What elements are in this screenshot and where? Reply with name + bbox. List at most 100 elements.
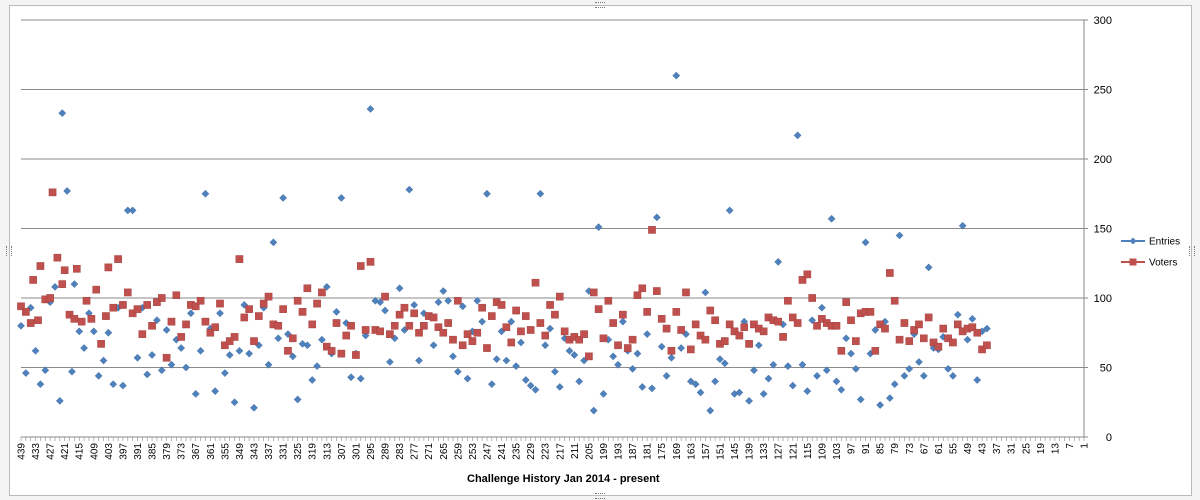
entries-point[interactable]	[526, 381, 535, 390]
entries-point[interactable]	[55, 396, 64, 405]
entries-point[interactable]	[769, 360, 778, 369]
voters-point[interactable]	[585, 352, 593, 361]
voters-point[interactable]	[473, 328, 482, 337]
voters-point[interactable]	[589, 288, 598, 297]
voters-point[interactable]	[240, 313, 249, 322]
voters-point[interactable]	[502, 323, 511, 331]
voters-point[interactable]	[536, 319, 545, 327]
voters-point[interactable]	[832, 322, 841, 330]
voters-point[interactable]	[29, 276, 37, 284]
voters-point[interactable]	[82, 296, 91, 305]
voters-point[interactable]	[221, 341, 229, 350]
voters-point[interactable]	[376, 327, 384, 336]
entries-point[interactable]	[439, 287, 448, 295]
voters-point[interactable]	[444, 319, 452, 327]
entries-point[interactable]	[308, 376, 317, 384]
entries-point[interactable]	[99, 356, 108, 365]
voters-point[interactable]	[939, 324, 948, 333]
entries-point[interactable]	[551, 367, 559, 376]
entries-point[interactable]	[837, 385, 846, 394]
voters-point[interactable]	[87, 315, 96, 323]
voters-point[interactable]	[507, 338, 516, 347]
entries-point[interactable]	[483, 189, 491, 198]
voters-point[interactable]	[813, 322, 821, 330]
entries-point[interactable]	[187, 309, 195, 318]
entries-point[interactable]	[395, 284, 404, 293]
voters-point[interactable]	[230, 333, 239, 341]
voters-point[interactable]	[580, 330, 588, 338]
entries-point[interactable]	[89, 327, 98, 336]
entries-point[interactable]	[672, 71, 681, 80]
voters-point[interactable]	[201, 317, 210, 326]
entries-point[interactable]	[191, 390, 200, 398]
entries-point[interactable]	[919, 371, 928, 380]
voters-point[interactable]	[628, 335, 637, 344]
entries-point[interactable]	[536, 189, 545, 198]
legend[interactable]: Entries Voters	[1121, 237, 1180, 269]
voters-point[interactable]	[429, 313, 438, 322]
entries-point[interactable]	[235, 346, 244, 355]
voters-point[interactable]	[842, 298, 850, 306]
voters-point[interactable]	[575, 335, 583, 344]
voters-point[interactable]	[784, 296, 792, 305]
entries-point[interactable]	[618, 317, 627, 326]
entries-point[interactable]	[240, 301, 249, 309]
voters-point[interactable]	[866, 308, 875, 316]
entries-point[interactable]	[196, 346, 205, 355]
voters-point[interactable]	[415, 328, 423, 337]
entries-point[interactable]	[885, 394, 894, 402]
resize-handle-top[interactable]	[595, 2, 605, 8]
voters-point[interactable]	[711, 316, 719, 325]
entries-point[interactable]	[434, 298, 443, 307]
voters-point[interactable]	[852, 337, 860, 345]
voters-point[interactable]	[172, 291, 181, 300]
voters-point[interactable]	[138, 330, 147, 338]
entries-point[interactable]	[589, 406, 598, 415]
legend-item-entries[interactable]: Entries	[1121, 237, 1180, 248]
voters-point[interactable]	[36, 262, 45, 270]
entries-point[interactable]	[182, 363, 190, 372]
entries-point[interactable]	[924, 263, 933, 272]
voters-point[interactable]	[53, 253, 62, 262]
entries-point[interactable]	[905, 365, 914, 373]
voters-point[interactable]	[143, 301, 152, 309]
voters-point[interactable]	[517, 327, 525, 336]
entries-point[interactable]	[458, 302, 467, 311]
entries-point[interactable]	[696, 388, 705, 397]
voters-point[interactable]	[696, 331, 705, 340]
entries-point[interactable]	[63, 187, 71, 195]
voters-point[interactable]	[546, 301, 554, 309]
entries-point[interactable]	[784, 362, 792, 370]
voters-point[interactable]	[390, 322, 399, 330]
entries-point[interactable]	[813, 371, 821, 380]
voters-point[interactable]	[934, 342, 943, 351]
voters-point[interactable]	[463, 330, 472, 338]
entries-point[interactable]	[648, 384, 656, 393]
voters-point[interactable]	[662, 324, 671, 333]
entries-point[interactable]	[269, 238, 278, 247]
voters-point[interactable]	[167, 317, 176, 326]
voters-point[interactable]	[119, 301, 127, 309]
voters-point[interactable]	[289, 334, 297, 343]
voters-point[interactable]	[264, 292, 273, 301]
voters-point[interactable]	[599, 334, 608, 343]
voters-point[interactable]	[73, 265, 81, 273]
voters-point[interactable]	[245, 305, 253, 313]
voters-point[interactable]	[356, 262, 365, 270]
voters-point[interactable]	[182, 320, 190, 329]
voters-point[interactable]	[308, 320, 317, 329]
entries-point[interactable]	[157, 366, 166, 375]
entries-point[interactable]	[133, 353, 142, 362]
voters-point[interactable]	[643, 308, 651, 316]
entries-point[interactable]	[51, 282, 59, 291]
entries-point[interactable]	[818, 303, 826, 312]
voters-point[interactable]	[920, 334, 928, 343]
entries-point[interactable]	[599, 390, 608, 398]
voters-point[interactable]	[968, 323, 977, 331]
entries-point[interactable]	[847, 349, 855, 358]
entries-point[interactable]	[662, 371, 671, 380]
voters-point[interactable]	[211, 323, 219, 331]
voters-point[interactable]	[395, 310, 404, 319]
voters-point[interactable]	[949, 338, 957, 347]
voters-point[interactable]	[468, 337, 477, 345]
